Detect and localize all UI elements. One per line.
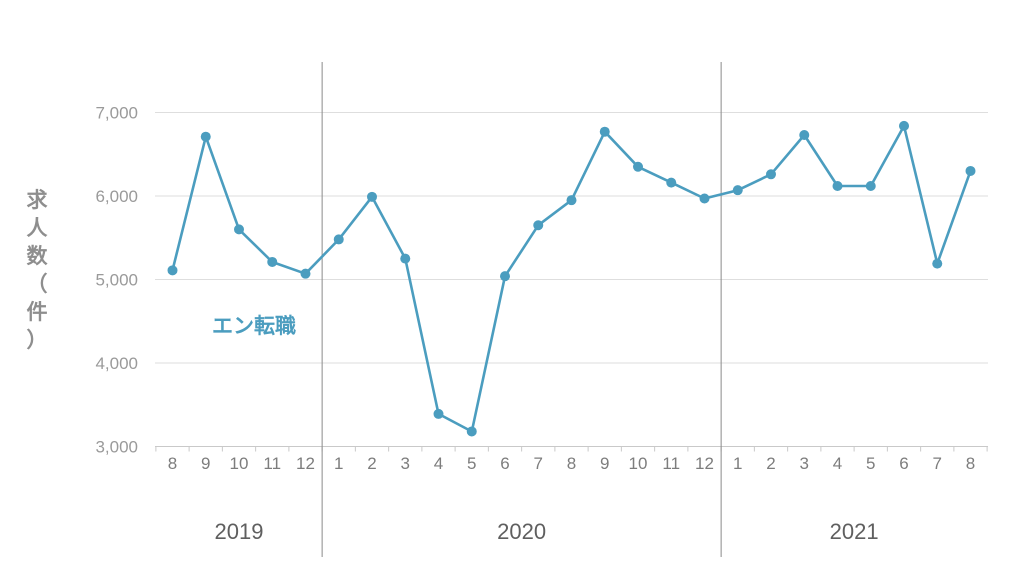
x-tick-label: 9 bbox=[600, 454, 609, 473]
x-axis-ticks: 8 9 10 11 12 1 2 3 4 5 6 7 8 9 10 11 12 1 2 3 4 5 6 7 8 bbox=[168, 454, 975, 473]
x-tick-label: 12 bbox=[695, 454, 714, 473]
x-tick-label: 1 bbox=[334, 454, 343, 473]
x-tick-label: 8 bbox=[567, 454, 576, 473]
x-tick-label: 5 bbox=[866, 454, 875, 473]
data-point bbox=[200, 131, 211, 142]
y-tick-label: 5,000 bbox=[95, 271, 138, 290]
series-layer bbox=[167, 120, 976, 437]
data-point bbox=[500, 271, 510, 282]
year-label: 2020 bbox=[497, 519, 546, 544]
data-point bbox=[599, 126, 610, 137]
data-point bbox=[899, 120, 909, 131]
series-line bbox=[171, 124, 972, 433]
data-point bbox=[367, 191, 377, 202]
data-point bbox=[633, 161, 643, 172]
year-label: 2019 bbox=[215, 519, 264, 544]
data-point bbox=[666, 177, 677, 188]
data-point bbox=[167, 265, 178, 276]
x-tick-label: 11 bbox=[662, 454, 680, 473]
data-point bbox=[965, 165, 976, 176]
data-point bbox=[766, 169, 776, 180]
x-tick-label: 3 bbox=[401, 454, 410, 473]
x-tick-label: 5 bbox=[467, 454, 476, 473]
data-point bbox=[466, 426, 477, 437]
y-tick-label: 3,000 bbox=[95, 438, 138, 457]
x-tick-label: 11 bbox=[263, 454, 281, 473]
x-tick-label: 3 bbox=[800, 454, 809, 473]
x-tick-label: 10 bbox=[230, 454, 249, 473]
y-axis-ticks: 3,000 4,000 5,000 6,000 7,000 bbox=[95, 104, 138, 457]
y-tick-label: 4,000 bbox=[95, 354, 138, 373]
data-point bbox=[865, 180, 876, 191]
y-axis-label: 求人数（件） bbox=[27, 188, 49, 352]
x-tick-label: 12 bbox=[296, 454, 315, 473]
data-point bbox=[832, 180, 843, 191]
x-tick-label: 2 bbox=[367, 454, 376, 473]
x-tick-label: 6 bbox=[500, 454, 509, 473]
x-tick-label: 7 bbox=[534, 454, 543, 473]
x-tick-label: 7 bbox=[933, 454, 942, 473]
data-point bbox=[433, 408, 444, 419]
data-point bbox=[234, 224, 244, 235]
x-tick-label: 9 bbox=[201, 454, 210, 473]
data-point bbox=[400, 253, 411, 264]
year-label: 2021 bbox=[830, 519, 879, 544]
x-tick-label: 8 bbox=[966, 454, 975, 473]
x-tick-label: 8 bbox=[168, 454, 177, 473]
y-tick-label: 7,000 bbox=[95, 104, 138, 123]
x-tick-label: 2 bbox=[766, 454, 775, 473]
data-point bbox=[533, 220, 544, 231]
data-point bbox=[566, 195, 577, 206]
x-tick-label: 1 bbox=[733, 454, 742, 473]
data-point bbox=[732, 185, 743, 196]
series-label: エン転職 bbox=[212, 314, 296, 338]
year-labels: 2019 2020 2021 bbox=[215, 519, 879, 544]
data-point bbox=[932, 258, 943, 269]
data-point bbox=[333, 234, 344, 245]
data-point bbox=[699, 193, 710, 204]
x-tick-label: 10 bbox=[629, 454, 648, 473]
gridlines bbox=[155, 112, 988, 452]
x-tick-label: 4 bbox=[833, 454, 842, 473]
x-tick-label: 4 bbox=[434, 454, 443, 473]
data-point bbox=[267, 256, 278, 267]
data-point bbox=[799, 130, 810, 141]
y-tick-label: 6,000 bbox=[95, 187, 138, 206]
data-point bbox=[300, 268, 311, 279]
x-tick-label: 6 bbox=[899, 454, 908, 473]
year-dividers bbox=[321, 62, 722, 557]
